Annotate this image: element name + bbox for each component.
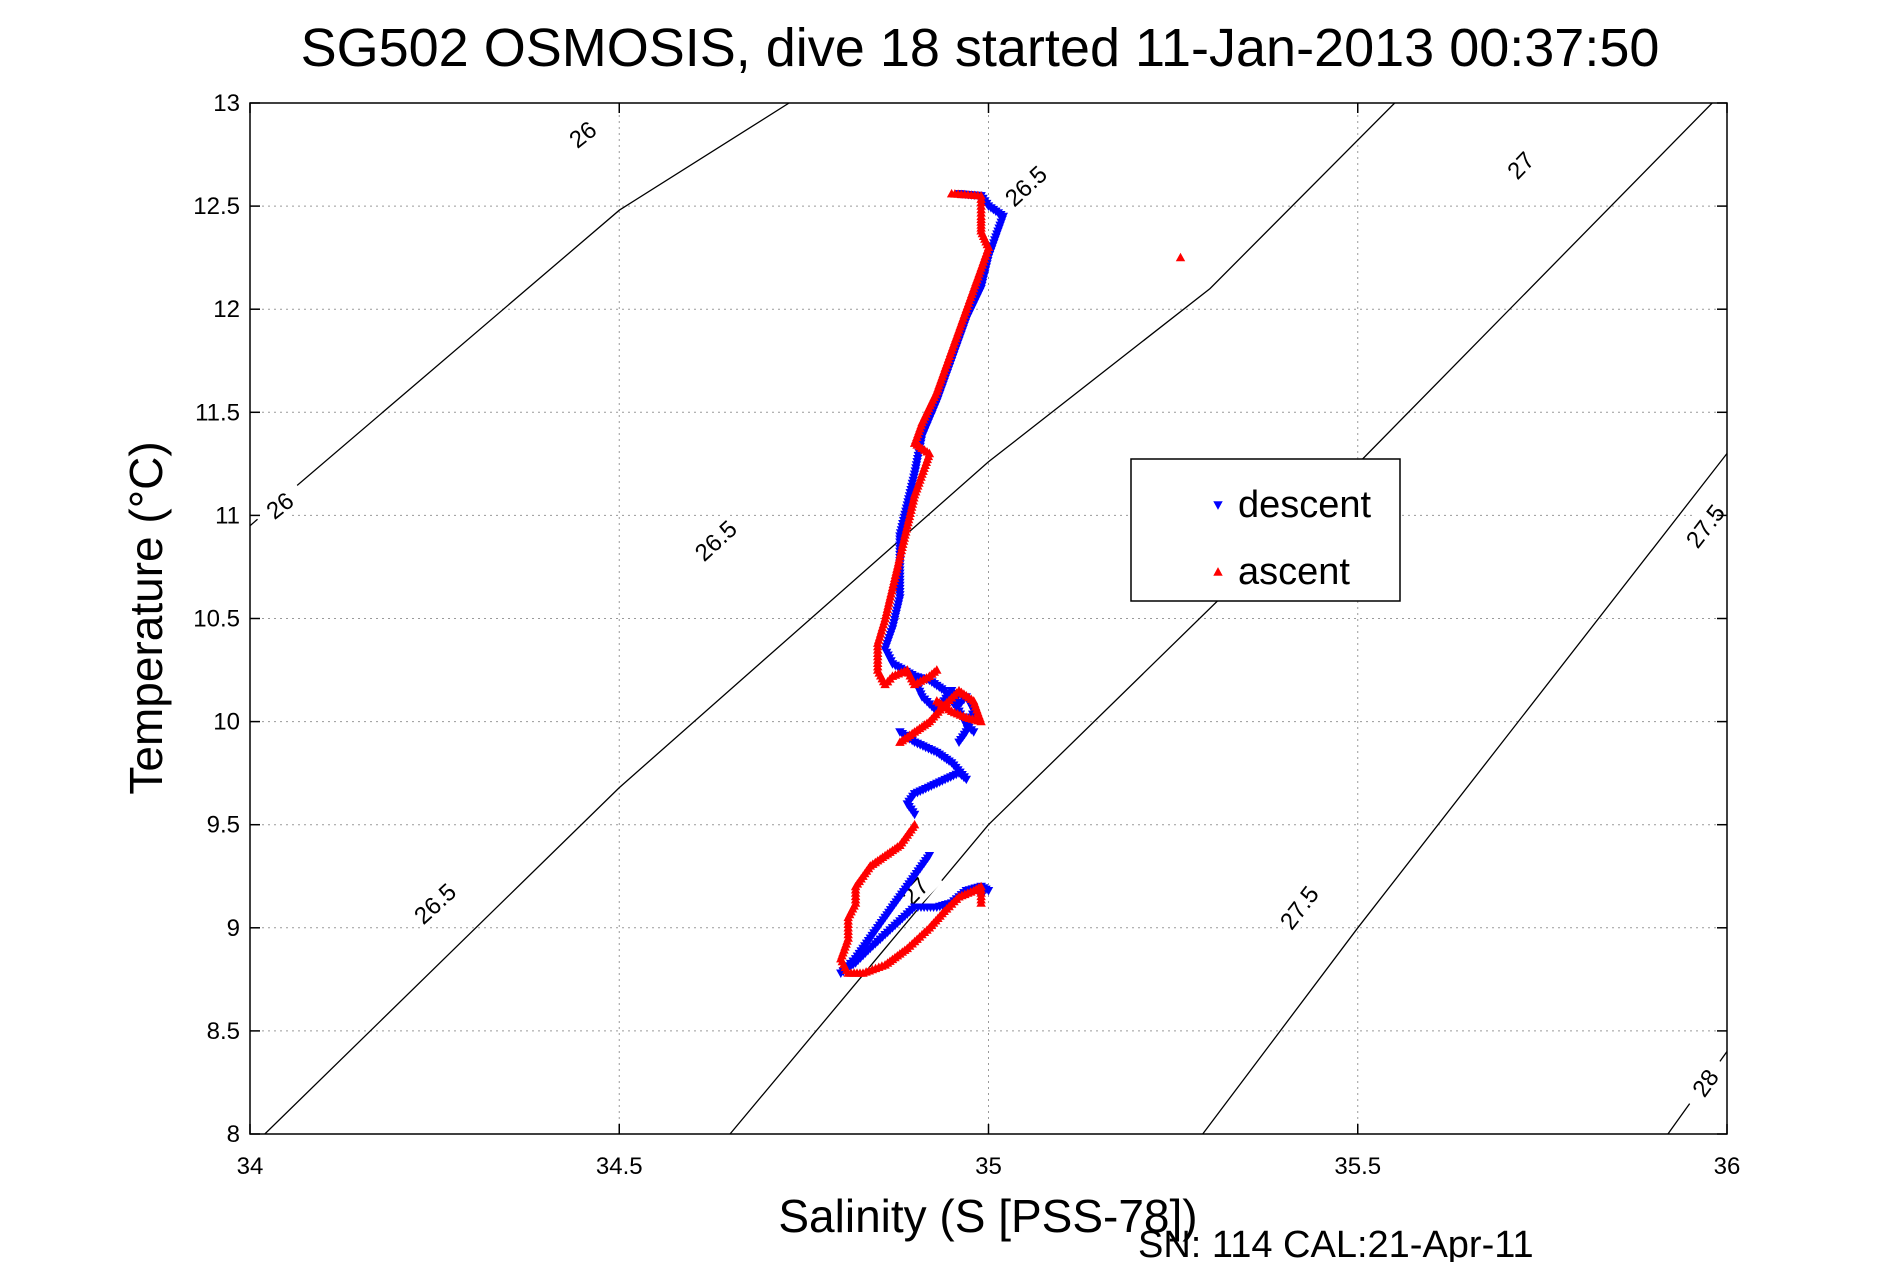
isopycnal-label-background [996,157,1055,214]
x-tick-label: 34 [237,1153,264,1180]
y-tick-label: 9.5 [207,812,240,839]
isopycnal-line-27-5 [1202,453,1727,1134]
isopycnal-line-26-5 [264,103,1396,1134]
isopycnal-line-27 [729,103,1713,1134]
ascent-point [976,898,986,907]
chart-title: SG502 OSMOSIS, dive 18 started 11-Jan-20… [301,18,1660,78]
legend-label-ascent: ascent [1238,551,1350,593]
series-ascent [836,188,1186,977]
grid [250,103,1727,1134]
isopycnal-label-background [1677,496,1732,555]
ascent-point [895,737,905,746]
isopycnal-label-background [1492,136,1549,194]
legend-box [1130,458,1401,602]
y-tick-label: 9 [227,915,240,942]
y-tick-label: 11 [215,502,240,529]
y-tick-label: 13 [213,90,240,117]
isopycnal-label-background [405,875,464,931]
x-tick-label: 35.5 [1334,1153,1381,1180]
y-tick-label: 11.5 [195,399,240,426]
descent-point [968,728,979,737]
y-tick-label: 12 [213,296,240,323]
isopycnal-label-background [250,478,309,533]
y-tick-label: 10 [213,709,240,736]
isopycnal-label: 27.5 [1271,878,1326,937]
y-tick-label: 8 [227,1121,240,1148]
isopycnal-label-background [686,512,744,568]
ascent-point [1175,252,1186,262]
x-axis-label: Salinity (S [PSS-78]) [778,1190,1197,1242]
serial-calibration-note: SN: 114 CAL:21-Apr-11 [1138,1224,1534,1262]
descent-point [983,886,994,896]
legend-marker-descent [1213,501,1223,510]
isopycnal-lines [250,103,1727,1134]
y-tick-label: 12.5 [193,193,240,220]
isopycnal-label-background [553,106,612,161]
descent-point [909,810,920,820]
x-tick-label: 35 [975,1153,1002,1180]
isopycnal-line-26 [250,103,790,527]
data-points [836,188,1186,979]
y-tick-label: 8.5 [207,1018,240,1045]
isopycnal-label-background [886,862,943,920]
descent-point [924,851,935,861]
y-tick-label: 10.5 [193,606,240,633]
legend-marker-ascent [1213,567,1223,576]
ascent-point [932,665,942,674]
y-axis-label: Temperature (°C) [120,441,172,794]
x-tick-label: 36 [1714,1153,1741,1180]
isopycnal-label-background [1678,1053,1732,1112]
descent-point [954,738,964,748]
x-tick-label: 34.5 [596,1153,643,1180]
legend-marker-descent-triangle [1213,501,1223,510]
legend-marker-ascent-triangle [1213,567,1223,576]
axis-ticks: 34 34.5 35 35.5 36 8 8.5 9 9.5 10 10.5 11 11.5 12 12.5… [193,90,1740,1180]
legend-label-descent: descent [1238,484,1372,526]
legend: descent ascent [1130,458,1401,602]
isopycnal-label-background [1271,878,1326,937]
